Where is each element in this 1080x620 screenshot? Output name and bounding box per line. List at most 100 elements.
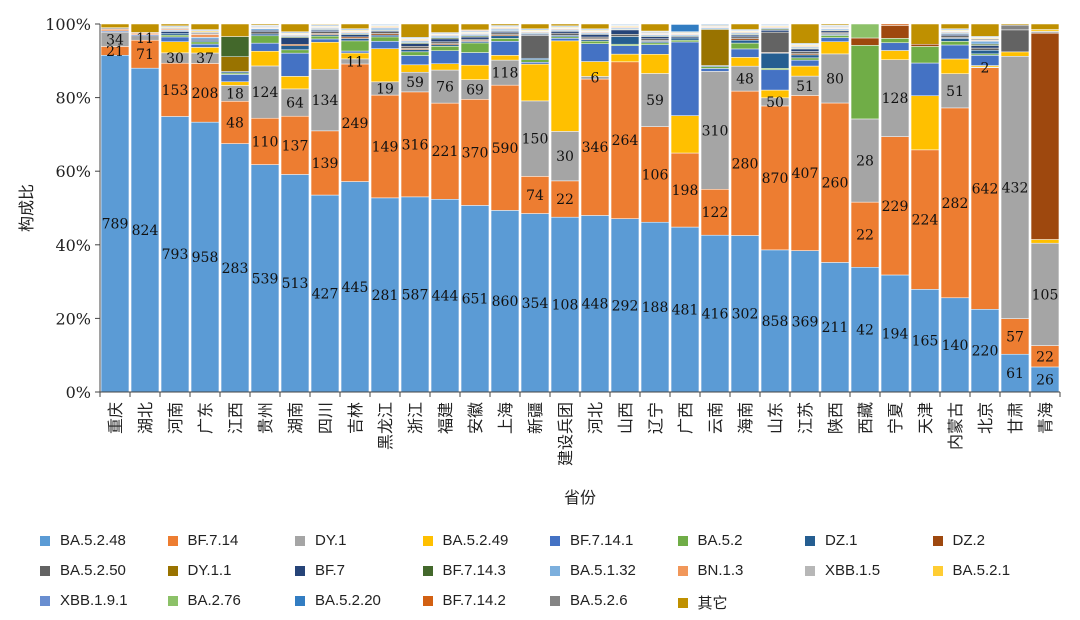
legend-label: BA.5.2.50 — [60, 562, 126, 579]
x-tick-label: 天津 — [916, 402, 935, 434]
data-label: 48 — [736, 72, 754, 88]
bar-segment-内蒙古-BA.5.2.50 — [940, 35, 970, 38]
data-label: 264 — [612, 133, 639, 149]
bar-segment-建设兵团-BA.5.2.50 — [550, 32, 580, 36]
bar-segment-湖南-BA.5.2.48 — [280, 174, 310, 393]
bar-segment-广西-BA.5.2.49 — [670, 115, 700, 154]
bar-segment-湖南-BF.7.14 — [280, 115, 310, 175]
bar-segment-贵州-BA.5.2.48 — [250, 164, 280, 393]
legend-item: BF.7.14.2 — [422, 592, 506, 609]
bar-segment-吉林-其它 — [340, 23, 370, 29]
data-label: 30 — [166, 51, 184, 67]
data-label: 587 — [402, 287, 429, 303]
bar-segment-北京-其它 — [970, 23, 1000, 37]
data-label: 59 — [646, 93, 664, 109]
data-label: 124 — [252, 85, 279, 101]
data-label: 346 — [582, 140, 609, 156]
x-tick-label: 内蒙古 — [946, 402, 965, 450]
bar-segment-湖北-BA.5.2.48 — [130, 67, 160, 393]
bar-segment-安徽-其它 — [460, 23, 490, 31]
bar-segment-浙江-DZ.1 — [400, 49, 430, 53]
legend-swatch — [295, 565, 305, 576]
bar-segment-建设兵团-BA.5.2.49 — [550, 40, 580, 132]
bar-segment-建设兵团-DY.1 — [550, 131, 580, 182]
data-label: 11 — [346, 54, 364, 70]
legend-swatch — [677, 597, 688, 608]
bar-segment-福建-DY.1 — [430, 69, 460, 104]
bar-segment-贵州-DY.1 — [250, 65, 280, 119]
bar-segment-山西-DZ.1 — [610, 36, 640, 45]
bar-segment-湖北-其它 — [130, 23, 160, 33]
data-label: 221 — [432, 144, 459, 160]
data-label: 281 — [372, 288, 399, 304]
x-tick-label: 黑龙江 — [376, 402, 395, 450]
data-label: 18 — [226, 86, 244, 102]
bar-segment-北京-DZ.1 — [970, 49, 1000, 55]
data-label: 789 — [102, 217, 129, 233]
x-tick-label: 建设兵团 — [556, 402, 575, 466]
bar-segment-福建-BA.5.2.50 — [430, 41, 460, 44]
data-label: 224 — [912, 213, 939, 229]
legend-label: BN.1.3 — [697, 562, 744, 579]
data-label: 71 — [136, 47, 154, 63]
bar-segment-甘肃-BF.7.14 — [1000, 318, 1030, 355]
x-tick-label: 河北 — [586, 402, 605, 434]
x-tick-label: 江苏 — [796, 402, 815, 434]
y-tick-label: 40% — [55, 236, 91, 255]
bar-segment-四川-BA.5.2.50 — [310, 31, 340, 34]
bar-segment-山西-BF.7.14 — [610, 61, 640, 219]
bar-segment-贵州-BA.5.2.49 — [250, 50, 280, 67]
legend-label: BF.7.14 — [187, 532, 239, 549]
x-tick-label: 西藏 — [856, 402, 875, 434]
bar-segment-新疆-BA.5.2.50 — [520, 35, 550, 59]
data-label: 958 — [192, 250, 219, 266]
bar-segment-陕西-BA.5.2 — [820, 35, 850, 38]
bar-labels-layer: 7892134824711179315330958208372834818539… — [102, 31, 1059, 388]
bar-segment-山西-BA.5.2.49 — [610, 53, 640, 63]
data-label: 80 — [826, 71, 844, 87]
data-label: 283 — [222, 261, 249, 277]
bar-segment-贵州-BF.7.14.1 — [250, 42, 280, 52]
bar-segment-黑龙江-BA.5.2 — [370, 36, 400, 42]
data-label: 106 — [642, 167, 669, 183]
legend-item: BA.5.2.49 — [422, 532, 508, 549]
bar-segment-青海-BA.5.2.1 — [1030, 29, 1060, 32]
data-label: 292 — [612, 298, 639, 314]
bar-segment-海南-BA.5.2.49 — [730, 57, 760, 67]
bar-segment-安徽-BA.5.2.49 — [460, 64, 490, 80]
bar-segment-陕西-BA.5.2.49 — [820, 41, 850, 55]
bar-segment-天津-BF.7.14 — [910, 149, 940, 290]
data-label: 220 — [972, 344, 999, 360]
bar-segment-青海-其它 — [1030, 23, 1060, 30]
bar-segment-四川-BF.7.14.1 — [310, 38, 340, 43]
legend-label: XBB.1.9.1 — [60, 592, 128, 609]
x-tick-label: 吉林 — [346, 402, 365, 434]
legend-swatch — [167, 595, 178, 606]
bar-segment-湖南-其它 — [280, 23, 310, 32]
legend-swatch — [550, 595, 560, 606]
bar-segment-广东-BA.5.2.48 — [190, 121, 220, 393]
bar-segment-辽宁-BA.5.2.49 — [640, 54, 670, 74]
data-label: 427 — [312, 287, 339, 303]
bar-segment-安徽-BA.5.2 — [460, 42, 490, 53]
data-label: 416 — [702, 307, 729, 323]
data-label: 858 — [762, 314, 789, 330]
bar-segment-江西-其它 — [220, 23, 250, 37]
y-tick-label: 60% — [55, 162, 91, 181]
bar-segment-浙江-BF.7.14 — [400, 91, 430, 198]
bar-segment-内蒙古-BF.7.14.1 — [940, 44, 970, 60]
data-label: 370 — [462, 145, 489, 161]
bar-segment-青海-DZ.2 — [1030, 32, 1060, 240]
bar-segment-黑龙江-BA.5.2.48 — [370, 197, 400, 393]
bar-segment-甘肃-其它 — [1000, 23, 1030, 26]
bar-segment-河北-BF.7.14 — [580, 78, 610, 216]
data-label: 150 — [522, 132, 549, 148]
bar-segment-江西-BF.7.14.3 — [220, 36, 250, 58]
x-tick-label: 上海 — [496, 402, 515, 434]
bar-segment-吉林-BF.7 — [340, 34, 370, 38]
bar-segment-甘肃-DY.1 — [1000, 56, 1030, 319]
data-label: 445 — [342, 280, 369, 296]
x-tick-label: 海南 — [736, 402, 755, 434]
data-label: 194 — [882, 326, 909, 342]
bar-segment-福建-BF.7.14.1 — [430, 50, 460, 64]
